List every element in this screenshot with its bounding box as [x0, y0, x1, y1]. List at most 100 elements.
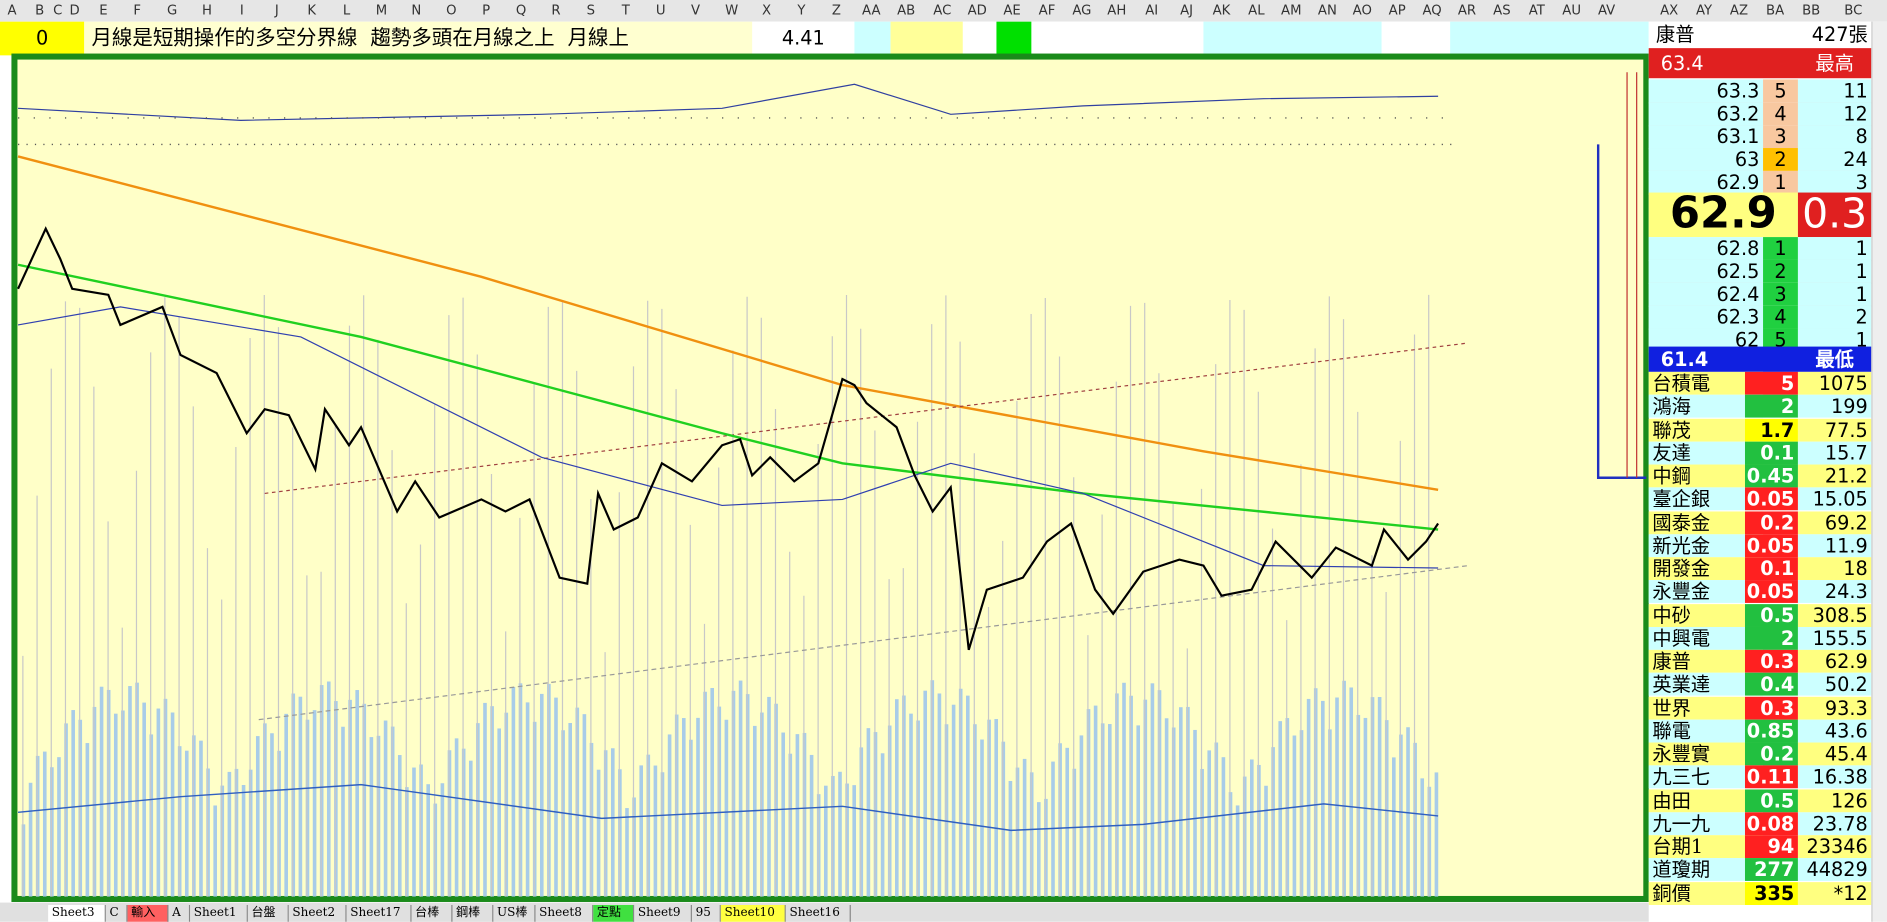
- watch-name: 聯茂: [1648, 418, 1764, 442]
- chart-line: [18, 83, 1439, 121]
- quote-volume: 427張: [1811, 22, 1868, 46]
- column-header: AF: [1038, 2, 1056, 19]
- column-header: V: [691, 2, 701, 19]
- watch-name: 永豐金: [1648, 580, 1764, 604]
- chart-line: [1596, 144, 1647, 479]
- volume-bar: [28, 782, 33, 897]
- column-header: M: [375, 2, 388, 19]
- watch-change: 0.5: [1744, 789, 1798, 812]
- volume-bar: [227, 771, 232, 897]
- sheet-tab[interactable]: C: [105, 904, 128, 922]
- chart-line: [17, 783, 1439, 832]
- column-header: AI: [1145, 2, 1159, 19]
- watch-change: 0.85: [1744, 719, 1798, 743]
- watch-price: 1075: [1797, 371, 1872, 395]
- volume-bar: [42, 751, 47, 897]
- volume-bar: [653, 765, 658, 897]
- low-label: 最低: [1815, 347, 1854, 371]
- sheet-tab[interactable]: 定點: [593, 904, 635, 922]
- volume-bar: [397, 755, 402, 897]
- volume-bar: [781, 732, 786, 897]
- volume-bar: [1150, 683, 1155, 897]
- volume-bar: [1037, 802, 1041, 897]
- volume-bar: [575, 707, 580, 897]
- sheet-tab[interactable]: Sheet1: [190, 904, 248, 922]
- volume-bar: [1022, 758, 1027, 897]
- volume-bar: [1115, 693, 1119, 897]
- volume-bar: [951, 704, 956, 897]
- watch-change: 1.7: [1744, 418, 1798, 442]
- volume-bar: [1377, 696, 1382, 897]
- volume-bar: [1264, 785, 1268, 897]
- column-header: AX: [1660, 2, 1679, 19]
- sheet-tab[interactable]: Sheet9: [634, 904, 692, 922]
- watch-name: 中鋼: [1648, 464, 1764, 488]
- volume-bar: [852, 785, 857, 897]
- watch-price: 155.5: [1797, 626, 1872, 650]
- volume-bar: [802, 732, 807, 897]
- volume-bar: [128, 686, 132, 897]
- book-level: 1: [1763, 237, 1798, 260]
- volume-bar: [1335, 697, 1339, 897]
- column-header: Z: [831, 2, 841, 19]
- volume-bar: [1058, 743, 1062, 897]
- watch-price: 93.3: [1797, 696, 1872, 720]
- sheet-tab[interactable]: Sheet16: [785, 904, 851, 922]
- cell-bg: [854, 21, 891, 56]
- watch-change: 2: [1744, 395, 1798, 418]
- sheet-tab[interactable]: 台棒: [411, 904, 453, 922]
- volume-bar: [816, 794, 821, 897]
- volume-bar: [298, 696, 303, 897]
- volume-bar: [468, 760, 473, 897]
- volume-bar: [539, 693, 544, 897]
- sheet-tab[interactable]: Sheet3: [48, 904, 106, 922]
- volume-bar: [1065, 747, 1070, 897]
- sheet-tab[interactable]: A: [168, 904, 191, 922]
- chart-line: [17, 226, 1440, 651]
- high-row: [1648, 48, 1872, 79]
- column-header: AN: [1317, 2, 1337, 19]
- volume-bar: [894, 699, 899, 897]
- book-level: 5: [1763, 79, 1798, 103]
- sheet-tab[interactable]: Sheet8: [535, 904, 594, 922]
- sheet-tab[interactable]: Sheet2: [288, 904, 347, 922]
- volume-bar: [376, 735, 381, 897]
- watch-name: 開發金: [1648, 557, 1764, 581]
- sheet-tab[interactable]: 輸入: [127, 904, 169, 922]
- watch-price: 15.7: [1797, 441, 1872, 465]
- sheet-tab[interactable]: Sheet10: [720, 904, 786, 922]
- watch-price: 15.05: [1797, 487, 1872, 511]
- book-price: 63.3: [1648, 79, 1764, 104]
- volume-bar: [809, 754, 814, 897]
- volume-bar: [412, 767, 416, 897]
- column-header: O: [446, 2, 457, 19]
- watch-change: 0.05: [1744, 487, 1798, 511]
- watch-name: 英業達: [1648, 673, 1764, 697]
- watch-price: 45.4: [1797, 742, 1872, 766]
- sheet-tab[interactable]: 鋼棒: [452, 904, 494, 922]
- volume-bar: [1306, 698, 1311, 897]
- sheet-tab[interactable]: US棒: [493, 904, 536, 922]
- watch-change: 0.1: [1744, 557, 1798, 581]
- volume-bar: [866, 728, 871, 897]
- volume-bar: [1129, 695, 1133, 897]
- volume-bar: [1008, 780, 1013, 897]
- volume-bar: [1321, 700, 1325, 897]
- volume-bar: [156, 708, 161, 897]
- sheet-tab[interactable]: 台盤: [247, 904, 289, 922]
- volume-bar: [369, 737, 374, 897]
- book-level: 1: [1763, 170, 1798, 194]
- watch-change: 0.3: [1744, 696, 1798, 720]
- volume-bar: [1221, 757, 1226, 897]
- watch-name: 台期1: [1648, 835, 1764, 859]
- volume-bar: [341, 726, 345, 897]
- volume-bar: [362, 703, 367, 897]
- sheet-tab[interactable]: Sheet17: [346, 904, 412, 922]
- watch-price: 44829: [1797, 858, 1872, 882]
- volume-bar: [213, 805, 217, 897]
- column-header: L: [342, 2, 351, 19]
- sheet-tab[interactable]: 95: [691, 904, 721, 922]
- volume-bar: [220, 785, 225, 897]
- volume-bar: [568, 722, 572, 897]
